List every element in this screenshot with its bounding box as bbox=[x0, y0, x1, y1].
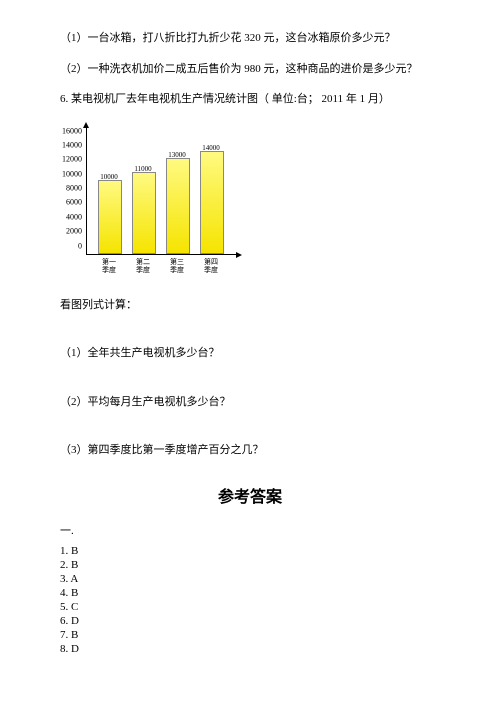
x-tick-label: 第一季度 bbox=[95, 259, 123, 274]
y-tick-label: 8000 bbox=[66, 184, 82, 193]
bar bbox=[200, 151, 224, 254]
spacer bbox=[60, 424, 440, 442]
bar-value-label: 10000 bbox=[93, 173, 125, 181]
y-tick-label: 16000 bbox=[62, 126, 82, 135]
answer-item: 2. B bbox=[60, 559, 440, 571]
page: （1）一台冰箱，打八折比打九折少花 320 元，这台冰箱原价多少元？ （2）一种… bbox=[0, 0, 500, 677]
y-tick-label: 10000 bbox=[62, 169, 82, 178]
bar bbox=[166, 158, 190, 253]
x-tick-label: 第三季度 bbox=[163, 259, 191, 274]
answer-item: 6. D bbox=[60, 615, 440, 627]
answers-list: 1. B 2. B 3. A 4. B 5. C 6. D 7. B 8. D bbox=[60, 545, 440, 655]
sub-question-2: （2）平均每月生产电视机多少台？ bbox=[60, 394, 440, 411]
y-axis bbox=[86, 126, 87, 255]
answers-title: 参考答案 bbox=[60, 483, 440, 507]
y-tick-label: 14000 bbox=[62, 140, 82, 149]
bar-value-label: 11000 bbox=[127, 165, 159, 173]
bar-value-label: 14000 bbox=[195, 144, 227, 152]
y-tick-label: 4000 bbox=[66, 212, 82, 221]
answer-item: 4. B bbox=[60, 587, 440, 599]
answer-item: 8. D bbox=[60, 643, 440, 655]
bar-chart: 0 2000 4000 6000 8000 10000 12000 14000 16000 100… bbox=[60, 122, 240, 277]
question-1: （1）一台冰箱，打八折比打九折少花 320 元，这台冰箱原价多少元？ bbox=[60, 30, 440, 47]
answer-item: 7. B bbox=[60, 629, 440, 641]
bar bbox=[98, 180, 122, 254]
answer-item: 1. B bbox=[60, 545, 440, 557]
y-axis-arrow bbox=[83, 122, 89, 128]
x-axis bbox=[86, 254, 240, 255]
answer-item: 5. C bbox=[60, 601, 440, 613]
sub-question-3: （3）第四季度比第一季度增产百分之几？ bbox=[60, 442, 440, 459]
x-axis-arrow bbox=[236, 252, 242, 258]
sub-question-1: （1）全年共生产电视机多少台？ bbox=[60, 345, 440, 362]
question-6-title: 6. 某电视机厂去年电视机生产情况统计图（ 单位:台； 2011 年 1 月） bbox=[60, 91, 440, 108]
bar bbox=[132, 172, 156, 253]
y-tick-label: 6000 bbox=[66, 198, 82, 207]
answers-section: 一. bbox=[60, 523, 440, 540]
question-2: （2）一种洗衣机加价二成五后售价为 980 元，这种商品的进价是多少元？ bbox=[60, 61, 440, 78]
bar-value-label: 13000 bbox=[161, 151, 193, 159]
answer-item: 3. A bbox=[60, 573, 440, 585]
chart-instruction: 看图列式计算： bbox=[60, 297, 440, 314]
y-tick-label: 2000 bbox=[66, 227, 82, 236]
chart-container: 0 2000 4000 6000 8000 10000 12000 14000 16000 100… bbox=[60, 122, 440, 277]
spacer bbox=[60, 327, 440, 345]
x-tick-label: 第四季度 bbox=[197, 259, 225, 274]
x-tick-label: 第二季度 bbox=[129, 259, 157, 274]
y-tick-label: 0 bbox=[78, 241, 82, 250]
y-tick-label: 12000 bbox=[62, 155, 82, 164]
spacer bbox=[60, 376, 440, 394]
